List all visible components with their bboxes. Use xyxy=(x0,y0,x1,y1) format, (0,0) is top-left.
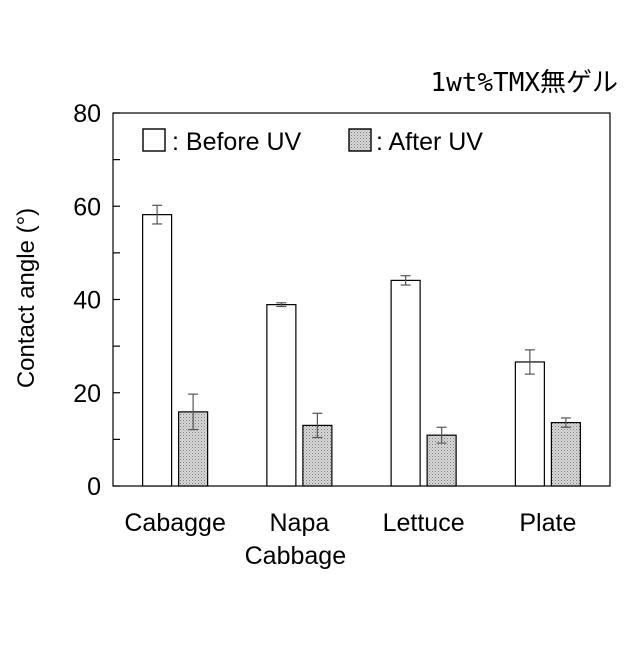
bar xyxy=(391,280,420,486)
x-tick-label: Cabagge xyxy=(124,509,225,537)
x-tick-label-line: Cabbage xyxy=(245,542,346,570)
y-tick-label: 20 xyxy=(73,380,101,408)
bar xyxy=(267,305,296,486)
y-tick-label: 0 xyxy=(87,473,101,501)
y-tick-label: 40 xyxy=(73,287,101,315)
chart-title: 1wt%TMX無ゲル xyxy=(430,68,618,98)
x-tick-label: Napa Cabbage xyxy=(245,509,346,570)
y-tick-label: 60 xyxy=(73,193,101,221)
legend-swatch xyxy=(143,129,165,151)
y-tick-label: 80 xyxy=(73,100,101,128)
bar xyxy=(515,362,544,486)
legend-label: : Before UV xyxy=(172,128,302,156)
x-tick-label-line: Cabagge xyxy=(124,509,225,537)
x-tick-label-line: Napa xyxy=(269,509,329,537)
x-tick-label: Plate xyxy=(519,509,576,537)
x-tick-label: Lettuce xyxy=(383,509,465,537)
bar xyxy=(551,423,580,486)
bar xyxy=(143,215,172,486)
x-tick-label-line: Lettuce xyxy=(383,509,465,537)
x-tick-label-line: Plate xyxy=(519,509,576,537)
legend-swatch xyxy=(349,129,371,151)
y-axis-label: Contact angle (°) xyxy=(13,208,40,388)
legend-label: : After UV xyxy=(376,128,483,156)
